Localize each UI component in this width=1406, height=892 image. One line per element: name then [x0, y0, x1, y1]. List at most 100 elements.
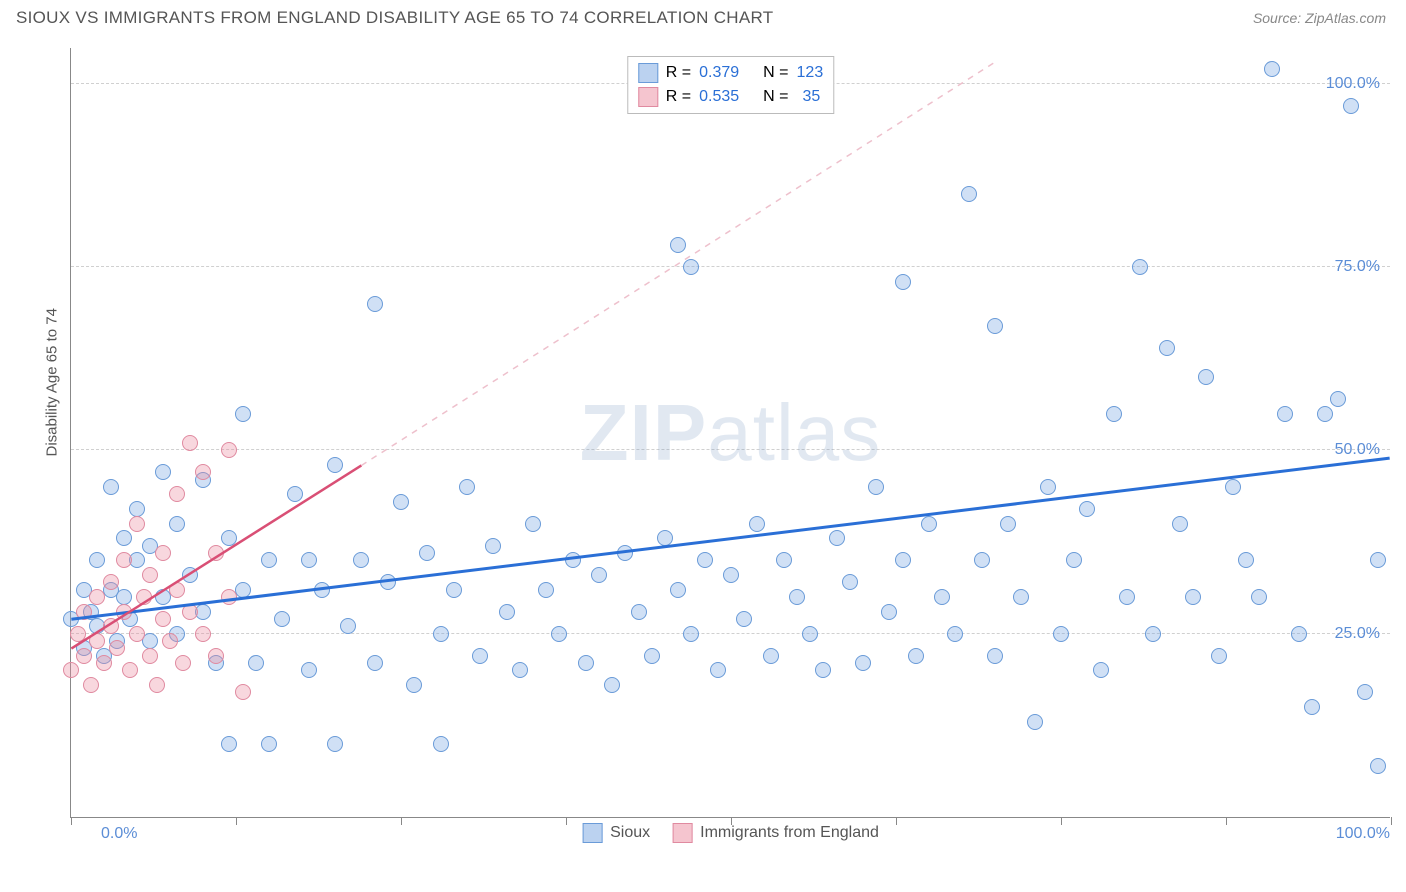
data-point [1079, 501, 1095, 517]
data-point [367, 296, 383, 312]
data-point [749, 516, 765, 532]
data-point [1251, 589, 1267, 605]
data-point [261, 736, 277, 752]
data-point [129, 501, 145, 517]
data-point [182, 567, 198, 583]
data-point [723, 567, 739, 583]
data-point [1264, 61, 1280, 77]
data-point [961, 186, 977, 202]
data-point [169, 582, 185, 598]
data-point [644, 648, 660, 664]
data-point [1357, 684, 1373, 700]
data-point [947, 626, 963, 642]
x-tick [1391, 817, 1392, 825]
data-point [433, 626, 449, 642]
data-point [169, 486, 185, 502]
data-point [934, 589, 950, 605]
data-point [248, 655, 264, 671]
data-point [670, 582, 686, 598]
data-point [301, 662, 317, 678]
data-point [512, 662, 528, 678]
data-point [631, 604, 647, 620]
data-point [1066, 552, 1082, 568]
data-point [499, 604, 515, 620]
data-point [195, 464, 211, 480]
data-point [155, 611, 171, 627]
data-point [1172, 516, 1188, 532]
x-tick [1061, 817, 1062, 825]
data-point [1238, 552, 1254, 568]
data-point [129, 516, 145, 532]
data-point [1159, 340, 1175, 356]
data-point [103, 574, 119, 590]
legend-series: Sioux Immigrants from England [582, 823, 879, 843]
y-tick-label: 25.0% [1335, 625, 1380, 643]
data-point [340, 618, 356, 634]
x-tick [401, 817, 402, 825]
data-point [472, 648, 488, 664]
data-point [261, 552, 277, 568]
data-point [789, 589, 805, 605]
chart-header: SIOUX VS IMMIGRANTS FROM ENGLAND DISABIL… [0, 0, 1406, 34]
legend-label-england: Immigrants from England [700, 824, 879, 842]
data-point [169, 516, 185, 532]
data-point [1330, 391, 1346, 407]
data-point [1317, 406, 1333, 422]
data-point [89, 633, 105, 649]
data-point [1053, 626, 1069, 642]
data-point [103, 618, 119, 634]
data-point [221, 589, 237, 605]
data-point [116, 552, 132, 568]
data-point [122, 662, 138, 678]
data-point [274, 611, 290, 627]
x-tick [236, 817, 237, 825]
data-point [1343, 98, 1359, 114]
data-point [109, 640, 125, 656]
data-point [895, 552, 911, 568]
gridline [71, 449, 1390, 450]
data-point [921, 516, 937, 532]
data-point [63, 662, 79, 678]
data-point [129, 626, 145, 642]
data-point [367, 655, 383, 671]
data-point [221, 442, 237, 458]
data-point [1013, 589, 1029, 605]
data-point [1000, 516, 1016, 532]
data-point [287, 486, 303, 502]
x-tick [71, 817, 72, 825]
data-point [182, 435, 198, 451]
data-point [802, 626, 818, 642]
legend-item-sioux: Sioux [582, 823, 650, 843]
data-point [881, 604, 897, 620]
watermark: ZIPatlas [580, 387, 881, 479]
data-point [842, 574, 858, 590]
n-label: N = [763, 61, 788, 85]
data-point [76, 648, 92, 664]
n-value-sioux: 123 [797, 61, 824, 85]
legend-swatch-england-2 [672, 823, 692, 843]
data-point [551, 626, 567, 642]
data-point [565, 552, 581, 568]
r-label: R = [666, 85, 691, 109]
data-point [895, 274, 911, 290]
data-point [70, 626, 86, 642]
data-point [763, 648, 779, 664]
x-tick [896, 817, 897, 825]
data-point [208, 545, 224, 561]
x-axis-end-label: 100.0% [1336, 825, 1390, 843]
data-point [683, 626, 699, 642]
chart-source: Source: ZipAtlas.com [1253, 10, 1386, 26]
chart-title: SIOUX VS IMMIGRANTS FROM ENGLAND DISABIL… [16, 8, 773, 28]
data-point [155, 464, 171, 480]
data-point [446, 582, 462, 598]
plot-area: ZIPatlas R = 0.379 N = 123 R = 0.535 N =… [70, 48, 1390, 818]
data-point [604, 677, 620, 693]
data-point [142, 648, 158, 664]
data-point [1277, 406, 1293, 422]
y-axis-label: Disability Age 65 to 74 [44, 308, 61, 456]
data-point [116, 604, 132, 620]
data-point [116, 589, 132, 605]
data-point [617, 545, 633, 561]
data-point [314, 582, 330, 598]
x-axis-start-label: 0.0% [101, 825, 137, 843]
